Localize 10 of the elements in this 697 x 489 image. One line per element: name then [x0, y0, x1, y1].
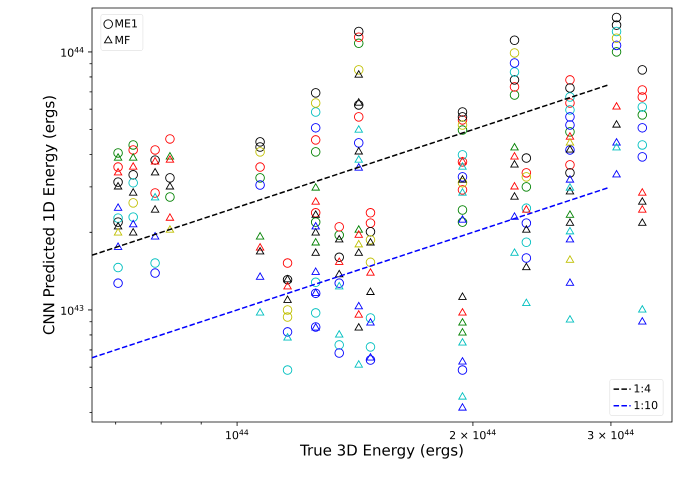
legend-label: ME1 — [116, 19, 137, 28]
x-tick-label: 3 × 10$^{44}$ — [588, 430, 634, 440]
legend-label: 1:10 — [634, 400, 658, 410]
legend-label: MF — [116, 36, 130, 44]
x-axis-title: True 3D Energy (ergs) — [300, 444, 463, 459]
legend-label: 1:4 — [634, 384, 650, 392]
y-axis-title: CNN Predicted 1D Energy (ergs) — [42, 96, 58, 334]
y-tick-label: 10$^{43}$ — [61, 305, 84, 315]
x-tick-label: 10$^{44}$ — [226, 430, 248, 440]
x-tick-label: 2 × 10$^{44}$ — [450, 430, 496, 440]
